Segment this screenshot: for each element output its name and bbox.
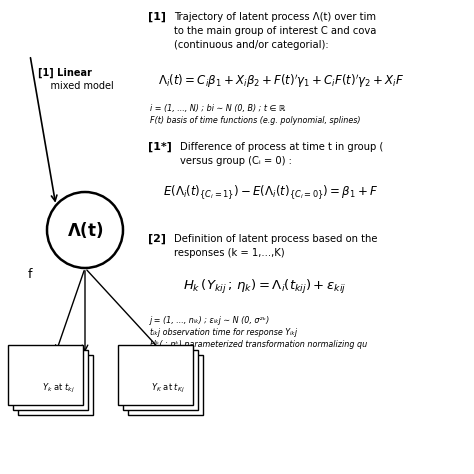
Text: Hᵏ( ; ηᵏ) parameterized transformation normalizing qu: Hᵏ( ; ηᵏ) parameterized transformation n…	[150, 340, 367, 349]
Text: $H_k \, (Y_{kij} \, ; \, \eta_k) = \Lambda_i(t_{kij}) + \varepsilon_{kij}$: $H_k \, (Y_{kij} \, ; \, \eta_k) = \Lamb…	[183, 278, 346, 296]
Bar	[118, 345, 193, 405]
Text: ...: ...	[12, 383, 24, 396]
Text: ...: ...	[79, 383, 91, 396]
Text: $\mathbf{\Lambda(t)}$: $\mathbf{\Lambda(t)}$	[67, 220, 103, 240]
Text: Difference of process at time t in group (: Difference of process at time t in group…	[180, 142, 383, 152]
Text: [1]: [1]	[148, 12, 166, 22]
Text: [1] Linear: [1] Linear	[38, 68, 92, 78]
Text: $\Lambda_i(t) = C_i\beta_1 + X_i\beta_2 + F(t)^{\prime}\gamma_1 + C_iF(t)^{\prim: $\Lambda_i(t) = C_i\beta_1 + X_i\beta_2 …	[158, 72, 404, 90]
Text: $Y_K$ at $t_{Kj}$: $Y_K$ at $t_{Kj}$	[151, 382, 185, 394]
Text: F(t) basis of time functions (e.g. polynomial, splines): F(t) basis of time functions (e.g. polyn…	[150, 116, 361, 125]
Text: Definition of latent process based on the: Definition of latent process based on th…	[174, 234, 377, 244]
Text: f: f	[28, 268, 32, 282]
Bar	[123, 350, 198, 410]
Text: responses: responses	[150, 352, 191, 361]
Bar	[8, 345, 83, 405]
Text: $Y_k$ at $t_{kj}$: $Y_k$ at $t_{kj}$	[42, 382, 74, 394]
Text: [1*]: [1*]	[148, 142, 172, 152]
Text: $E(\Lambda_i(t)_{\{C_i= 1\}}) - E(\Lambda_i(t)_{\{C_i= 0\}}) = \beta_1 + F$: $E(\Lambda_i(t)_{\{C_i= 1\}}) - E(\Lambd…	[163, 184, 378, 202]
Bar	[13, 350, 88, 410]
Bar	[128, 355, 203, 415]
Bar	[18, 355, 93, 415]
Text: mixed model: mixed model	[38, 81, 114, 91]
Text: to the main group of interest C and cova: to the main group of interest C and cova	[174, 26, 376, 36]
Text: [2]: [2]	[148, 234, 166, 244]
Text: i = (1, ..., N) ; bi ∼ N (0, B) ; t ∈ ℝ: i = (1, ..., N) ; bi ∼ N (0, B) ; t ∈ ℝ	[150, 104, 285, 113]
Text: responses (k = 1,...,K): responses (k = 1,...,K)	[174, 248, 284, 258]
Text: Trajectory of latent process Λ(t) over tim: Trajectory of latent process Λ(t) over t…	[174, 12, 376, 22]
Text: j = (1, ..., nᵢₖ) ; εᵢₖj ∼ N (0, σ²ᵏ): j = (1, ..., nᵢₖ) ; εᵢₖj ∼ N (0, σ²ᵏ)	[150, 316, 270, 325]
Text: (continuous and/or categorial):: (continuous and/or categorial):	[174, 40, 328, 50]
Text: versus group (Cᵢ = 0) :: versus group (Cᵢ = 0) :	[180, 156, 292, 166]
Text: tᵢₖj observation time for response Yᵢₖj: tᵢₖj observation time for response Yᵢₖj	[150, 328, 297, 337]
